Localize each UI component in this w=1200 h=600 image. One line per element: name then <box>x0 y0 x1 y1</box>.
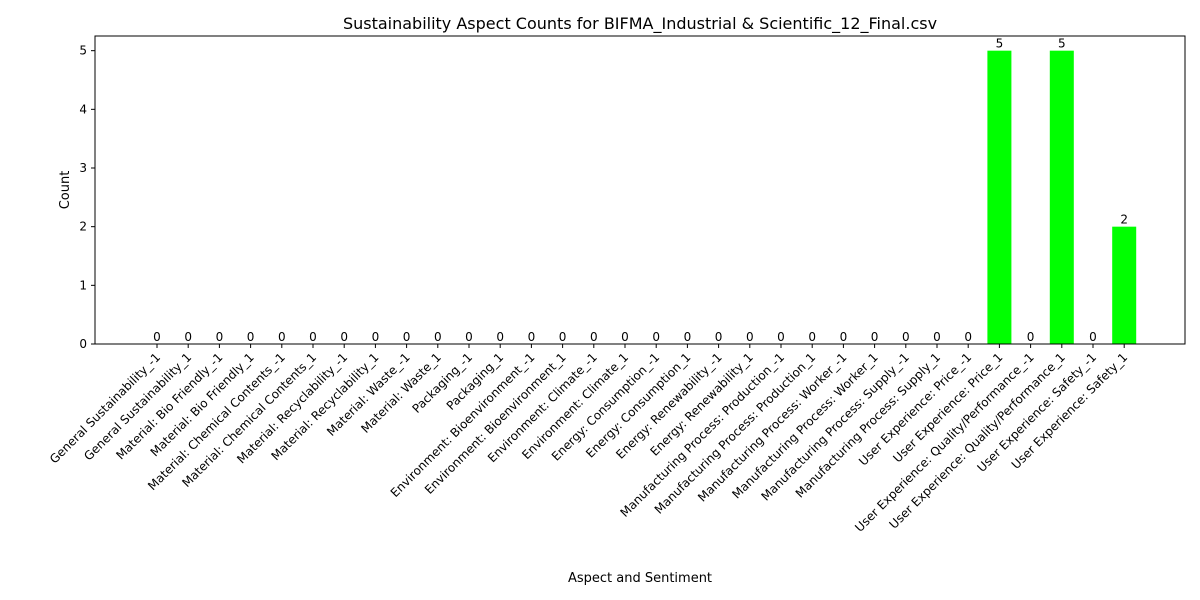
y-tick-label: 0 <box>79 337 87 351</box>
data-label: 0 <box>652 330 660 344</box>
y-axis-label: Count <box>58 171 73 210</box>
data-label: 0 <box>871 330 879 344</box>
chart-title: Sustainability Aspect Counts for BIFMA_I… <box>343 14 937 34</box>
data-label: 0 <box>496 330 504 344</box>
data-label: 0 <box>684 330 692 344</box>
data-label: 0 <box>309 330 317 344</box>
data-label: 0 <box>247 330 255 344</box>
data-label: 0 <box>715 330 723 344</box>
data-label: 0 <box>184 330 192 344</box>
x-axis-label: Aspect and Sentiment <box>568 571 712 586</box>
bar <box>1049 50 1074 345</box>
bar <box>987 50 1012 345</box>
data-label: 0 <box>153 330 161 344</box>
y-axis-ticks: 0 1 2 3 4 5 <box>79 44 95 351</box>
data-label: 0 <box>465 330 473 344</box>
data-label: 0 <box>1089 330 1097 344</box>
data-labels-group: 0 0 0 0 0 0 0 0 0 0 0 0 0 0 0 0 0 0 0 0 0 0 0 0 0 0 0 5 0 5 0 2 <box>153 37 1128 344</box>
data-label: 2 <box>1120 213 1128 227</box>
data-label: 0 <box>559 330 567 344</box>
data-label: 0 <box>964 330 972 344</box>
data-label: 0 <box>840 330 848 344</box>
data-label: 0 <box>808 330 816 344</box>
data-label: 0 <box>1027 330 1035 344</box>
bar <box>1112 226 1137 344</box>
data-label: 0 <box>340 330 348 344</box>
y-tick-label: 1 <box>79 278 87 292</box>
data-label: 0 <box>933 330 941 344</box>
data-label: 0 <box>278 330 286 344</box>
plot-frame <box>94 35 1186 345</box>
data-label: 0 <box>746 330 754 344</box>
data-label: 5 <box>996 37 1004 51</box>
data-label: 0 <box>372 330 380 344</box>
data-label: 0 <box>621 330 629 344</box>
data-label: 0 <box>216 330 224 344</box>
y-tick-label: 3 <box>79 161 87 175</box>
y-tick-label: 5 <box>79 44 87 58</box>
data-label: 5 <box>1058 37 1066 51</box>
data-label: 0 <box>902 330 910 344</box>
y-tick-label: 4 <box>79 102 87 116</box>
data-label: 0 <box>590 330 598 344</box>
y-tick-label: 2 <box>79 220 87 234</box>
data-label: 0 <box>403 330 411 344</box>
data-label: 0 <box>777 330 785 344</box>
data-label: 0 <box>528 330 536 344</box>
bars-group <box>987 50 1137 345</box>
data-label: 0 <box>434 330 442 344</box>
